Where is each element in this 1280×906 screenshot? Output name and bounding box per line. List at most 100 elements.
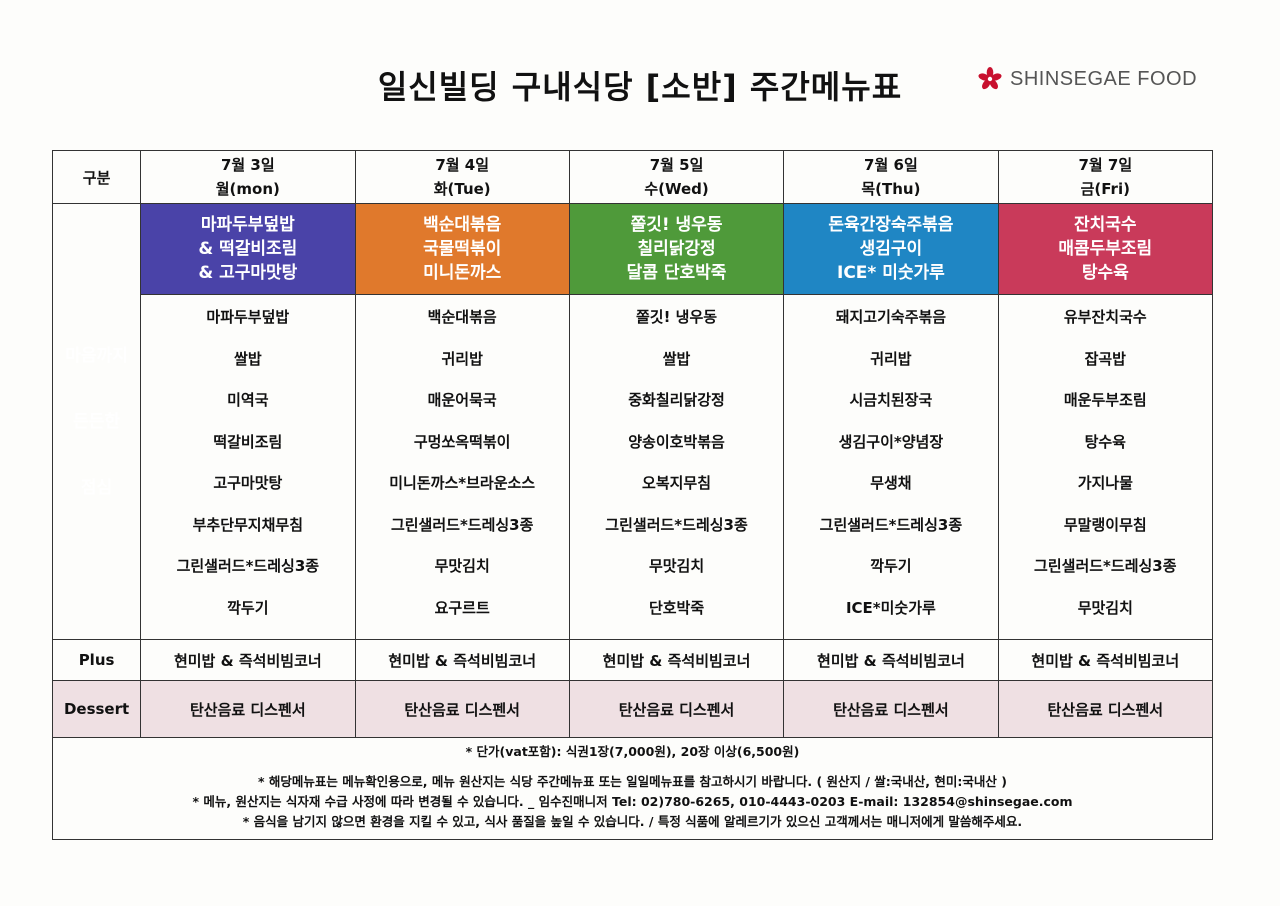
dish-item: 무생채 <box>870 474 912 492</box>
plus-cell: 현미밥 & 즉석비빔코너 <box>997 639 1214 681</box>
dessert-cell: 탄산음료 디스펜서 <box>140 680 356 738</box>
dish-item: 잡곡밥 <box>1084 349 1126 368</box>
dish-item: 요구르트 <box>434 598 490 617</box>
dessert-cell: 탄산음료 디스펜서 <box>783 680 999 738</box>
dish-item: 쌀밥 <box>234 349 262 368</box>
brand-logo: SHINSEGAE FOOD <box>978 62 1197 96</box>
dish-list: 쫄깃! 냉우동 쌀밥 중화칠리닭강정 양송이호박볶음 오복지무침 그린샐러드*드레싱3종 무… <box>570 295 783 639</box>
dish-list-cell: 돼지고기숙주볶음 귀리밥 시금치된장국 생김구이*양념장 무생채 그린샐러드*드레싱3종 깍… <box>783 294 999 640</box>
plus-row: Plus 현미밥 & 즉석비빔코너 현미밥 & 즉석비빔코너 현미밥 & 즉석비… <box>51 639 1214 681</box>
dessert-cell: 탄산음료 디스펜서 <box>354 680 570 738</box>
dish-item: 유부잔치국수 <box>1063 308 1147 326</box>
dish-item: 부추단무지채무침 <box>192 515 304 534</box>
banner-line: 매콤두부조림 <box>1058 239 1153 259</box>
main-dish-banner: 마파두부덮밥 & 떡갈비조림 & 고구마맛탕 <box>140 203 356 295</box>
banner-line: ICE* 미숫가루 <box>837 263 945 283</box>
dish-item: 무맛김치 <box>1077 598 1133 617</box>
banner-line: 국물떡볶이 <box>423 239 502 259</box>
dish-item: ICE*미숫가루 <box>845 598 936 617</box>
notes-box: * 단가(vat포함): 식권1장(7,000원), 20장 이상(6,500원… <box>52 734 1213 840</box>
dish-item: 떡갈비조림 <box>213 432 283 451</box>
dish-item: 매운어묵국 <box>427 391 497 409</box>
banner-line: 탕수육 <box>1081 263 1129 283</box>
weekly-menu-table: 구분 7월 3일 월(mon) 7월 4일 화(Tue) 7월 5일 수(Wed) 7… <box>51 150 1214 738</box>
plus-cell: 현미밥 & 즉석비빔코너 <box>140 639 356 681</box>
dish-item: 그린샐러드*드레싱3종 <box>1034 557 1177 575</box>
day-date: 7월 3일 <box>220 156 275 174</box>
dessert-cell: 탄산음료 디스펜서 <box>997 680 1214 738</box>
dish-item: 귀리밥 <box>441 349 483 368</box>
dish-list: 백순대볶음 귀리밥 매운어묵국 구멍쏘옥떡볶이 미니돈까스*브라운소스 그린샐러드*드레싱… <box>356 295 569 639</box>
dish-item: 단호박죽 <box>648 598 705 617</box>
main-dish-banner: 잔치국수 매콤두부조림 탕수육 <box>997 203 1214 295</box>
side-label-line: 든든한 <box>73 411 121 432</box>
allergy-note: * 음식을 남기지 않으면 환경을 지킬 수 있고, 식사 품질을 높일 수 있… <box>242 814 1023 829</box>
plus-label: Plus <box>51 639 142 681</box>
dish-item: 미역국 <box>227 391 269 409</box>
dish-item: 그린샐러드*드레싱3종 <box>819 515 963 534</box>
main-dish-banner: 백순대볶음 국물떡볶이 미니돈까스 <box>354 203 570 295</box>
dish-item: 고구마맛탕 <box>213 474 283 492</box>
dish-item: 중화칠리닭강정 <box>628 391 725 409</box>
dish-item: 양송이호박볶음 <box>628 432 725 451</box>
banner-line: 돈육간장숙주볶음 <box>828 215 954 235</box>
dish-item: 미니돈까스*브라운소스 <box>389 474 536 492</box>
dish-item: 무말랭이무침 <box>1063 515 1147 534</box>
main-dish-banner: 돈육간장숙주볶음 생김구이 ICE* 미숫가루 <box>783 203 999 295</box>
dish-item: 오복지무침 <box>642 474 712 492</box>
dish-item: 귀리밥 <box>870 349 912 368</box>
dish-item: 매운두부조림 <box>1063 391 1147 409</box>
day-weekday: 수(Wed) <box>644 180 709 198</box>
dish-list-row: 마파두부덮밥 쌀밥 미역국 떡갈비조림 고구마맛탕 부추단무지채무침 그린샐러드*드레싱3종… <box>53 294 1214 640</box>
day-date: 7월 4일 <box>435 156 490 174</box>
dish-item: 구멍쏘옥떡볶이 <box>413 432 511 451</box>
side-label-line: 마음까지 <box>65 345 128 366</box>
banner-line: 미니돈까스 <box>423 263 502 283</box>
banner-line: 백순대볶음 <box>423 215 502 235</box>
dish-item: 그린샐러드*드레싱3종 <box>605 515 748 534</box>
side-label-line: 점심 <box>80 477 113 498</box>
dish-item: 쌀밥 <box>662 349 691 368</box>
banner-line: 마파두부덮밥 <box>200 215 295 235</box>
dessert-cell: 탄산음료 디스펜서 <box>568 680 785 738</box>
dish-item: 탕수육 <box>1084 432 1126 451</box>
day-weekday: 금(Fri) <box>1080 180 1130 198</box>
day-weekday: 월(mon) <box>215 180 280 198</box>
day-date: 7월 5일 <box>649 156 704 174</box>
brand-name: SHINSEGAE FOOD <box>1010 67 1198 90</box>
dish-item: 무맛김치 <box>648 557 705 575</box>
dish-item: 돼지고기숙주볶음 <box>835 308 947 326</box>
plus-cell: 현미밥 & 즉석비빔코너 <box>354 639 570 681</box>
day-date: 7월 6일 <box>864 156 918 174</box>
dish-item: 마파두부덮밥 <box>206 308 290 326</box>
header-row: 구분 7월 3일 월(mon) 7월 4일 화(Tue) 7월 5일 수(Wed) 7… <box>51 150 1214 204</box>
banner-line: 쫄깃! 냉우동 <box>630 215 723 235</box>
banner-line: 생김구이 <box>859 239 923 259</box>
price-note: * 단가(vat포함): 식권1장(7,000원), 20장 이상(6,500원… <box>465 744 800 759</box>
dish-item: 깍두기 <box>870 557 912 575</box>
plus-cell: 현미밥 & 즉석비빔코너 <box>568 639 785 681</box>
dish-item: 무맛김치 <box>434 557 490 575</box>
dish-list: 돼지고기숙주볶음 귀리밥 시금치된장국 생김구이*양념장 무생채 그린샐러드*드레싱3종 깍… <box>784 295 997 639</box>
page-title: 일신빌딩 구내식당 [소반] 주간메뉴표 <box>377 68 903 106</box>
banner-line: 잔치국수 <box>1074 215 1137 235</box>
dish-item: 깍두기 <box>227 598 269 617</box>
day-date: 7월 7일 <box>1078 156 1133 174</box>
day-weekday: 목(Thu) <box>861 180 921 198</box>
dish-item: 가지나물 <box>1077 474 1133 492</box>
banner-line: & 고구마맛탕 <box>198 263 298 283</box>
day-weekday: 화(Tue) <box>433 180 491 198</box>
plus-cell: 현미밥 & 즉석비빔코너 <box>783 639 999 681</box>
dish-list-cell: 쫄깃! 냉우동 쌀밥 중화칠리닭강정 양송이호박볶음 오복지무침 그린샐러드*드레싱3종 무… <box>568 294 785 640</box>
dish-item: 그린샐러드*드레싱3종 <box>176 557 320 575</box>
dish-item: 생김구이*양념장 <box>838 432 944 451</box>
dish-item: 그린샐러드*드레싱3종 <box>390 515 534 534</box>
dish-list-cell: 백순대볶음 귀리밥 매운어묵국 구멍쏘옥떡볶이 미니돈까스*브라운소스 그린샐러드*드레싱… <box>354 294 570 640</box>
